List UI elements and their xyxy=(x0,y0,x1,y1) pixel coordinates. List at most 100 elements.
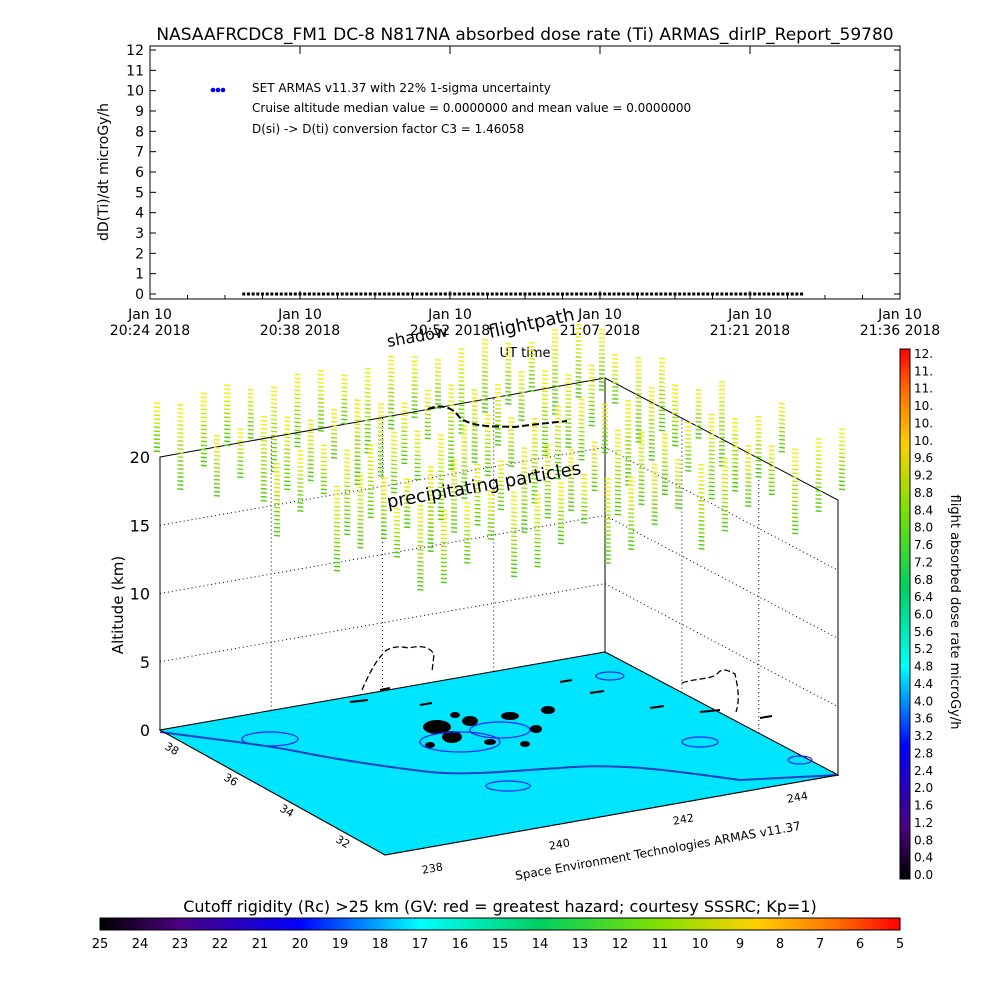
particle-dash xyxy=(708,417,715,420)
particle-dash xyxy=(674,467,682,469)
particle-dash xyxy=(320,448,327,451)
particle-dash xyxy=(260,467,267,470)
particle-dash xyxy=(565,422,572,424)
contour-dash xyxy=(649,705,665,709)
particle-dash xyxy=(333,561,341,564)
particle-dash xyxy=(424,429,431,432)
particle-dash xyxy=(628,524,635,527)
particle-dash xyxy=(625,459,632,462)
particle-dash xyxy=(271,422,278,425)
particle-dash xyxy=(427,522,434,525)
particle-dash xyxy=(177,484,184,487)
particle-dash xyxy=(575,328,582,330)
particle-dash xyxy=(604,481,611,484)
particle-dash xyxy=(494,407,502,410)
particle-dash xyxy=(237,460,244,463)
particle-dash xyxy=(528,341,535,344)
particle-dash xyxy=(341,382,348,385)
data-point xyxy=(678,292,682,296)
particle-dash xyxy=(464,529,471,532)
particle-dash xyxy=(511,559,518,562)
particle-dash xyxy=(364,411,371,414)
data-point xyxy=(523,292,527,296)
particle-dash xyxy=(494,383,502,386)
data-point xyxy=(331,292,335,296)
particle-dash xyxy=(273,482,281,485)
particle-dash xyxy=(745,465,752,467)
particle-dash xyxy=(414,438,421,441)
particle-dash xyxy=(464,557,471,560)
particle-dash xyxy=(505,378,512,381)
particle-dash xyxy=(672,388,679,391)
particle-dash xyxy=(745,449,752,451)
particle-dash xyxy=(437,466,445,469)
particle-dash xyxy=(354,435,361,438)
data-point xyxy=(261,292,264,296)
particle-dash xyxy=(213,458,221,461)
particle-dash xyxy=(672,412,679,415)
particle-dash xyxy=(451,531,458,533)
particle-dash xyxy=(544,500,551,503)
particle-dash xyxy=(481,398,488,401)
particle-dash xyxy=(598,368,606,371)
particle-dash xyxy=(755,463,762,466)
particle-dash xyxy=(544,448,551,451)
particle-dash xyxy=(768,457,775,460)
particle-dash xyxy=(598,360,606,363)
particle-dash xyxy=(284,432,291,435)
data-point xyxy=(729,292,733,296)
data-point xyxy=(570,292,574,296)
right-colorbar-tick: 6.4 xyxy=(914,590,933,604)
particle-dash xyxy=(721,505,728,508)
particle-dash xyxy=(260,439,267,442)
particle-dash xyxy=(588,364,595,367)
particle-dash xyxy=(297,502,304,504)
particle-dash xyxy=(578,406,585,409)
data-point xyxy=(631,292,635,296)
particle-dash xyxy=(497,468,505,471)
particle-dash xyxy=(708,469,715,472)
particle-dash xyxy=(177,440,184,443)
particle-dash xyxy=(377,451,385,453)
particle-dash xyxy=(565,394,572,396)
particle-dash xyxy=(357,478,364,481)
particle-dash xyxy=(424,433,431,436)
particle-dash xyxy=(552,344,559,347)
particle-dash xyxy=(367,508,374,511)
particle-dash xyxy=(792,488,799,491)
data-point xyxy=(617,292,621,296)
particle-dash xyxy=(815,470,822,473)
particle-dash xyxy=(484,462,491,465)
particle-dash xyxy=(521,491,528,494)
particle-dash xyxy=(367,504,374,507)
particle-dash xyxy=(484,470,491,473)
particle-dash xyxy=(331,412,338,415)
particle-dash xyxy=(213,462,221,465)
particle-dash xyxy=(391,451,398,454)
particle-dash xyxy=(531,485,538,488)
particle-dash xyxy=(672,444,679,447)
particle-dash xyxy=(388,403,395,406)
particle-dash xyxy=(377,475,385,477)
particle-dash xyxy=(448,424,455,427)
particle-dash xyxy=(552,356,559,359)
particle-dash xyxy=(247,392,254,395)
particle-dash xyxy=(411,380,418,383)
particle-dash xyxy=(284,488,291,491)
particle-dash xyxy=(354,471,361,474)
shadow-track-right xyxy=(681,669,739,713)
particle-dash xyxy=(552,372,559,375)
particle-dash xyxy=(388,363,395,366)
particle-dash xyxy=(792,472,799,475)
data-point xyxy=(753,292,757,296)
particle-dash xyxy=(534,529,541,532)
right-colorbar-tick: 1.2 xyxy=(914,816,933,830)
particle-dash xyxy=(317,397,325,400)
legend-line-2: Cruise altitude median value = 0.0000000… xyxy=(252,101,691,115)
particle-dash xyxy=(718,416,726,419)
particle-dash xyxy=(698,547,705,550)
particle-dash xyxy=(708,461,715,464)
particle-dash xyxy=(554,445,562,448)
particle-dash xyxy=(552,368,559,371)
particle-dash xyxy=(200,408,207,411)
